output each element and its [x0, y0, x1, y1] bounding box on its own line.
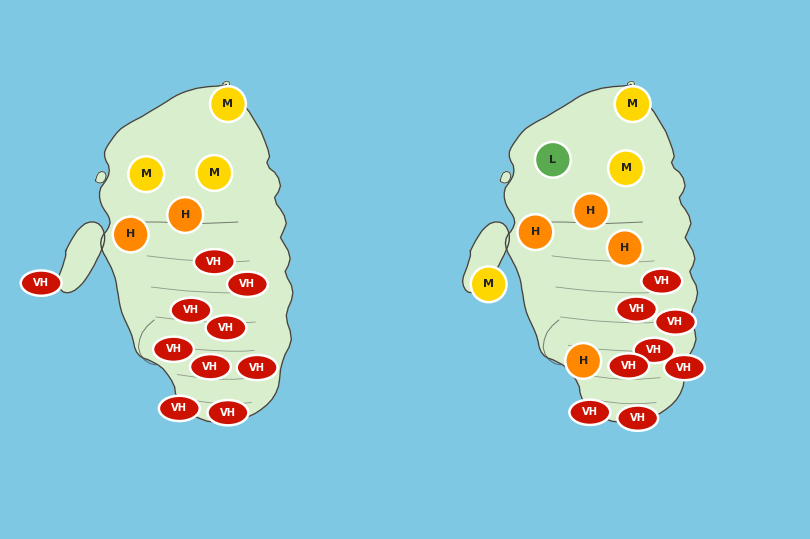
- Circle shape: [167, 197, 203, 233]
- Text: VH: VH: [218, 323, 234, 333]
- Polygon shape: [96, 171, 106, 183]
- Text: VH: VH: [667, 317, 684, 327]
- Text: H: H: [531, 227, 540, 237]
- Circle shape: [113, 217, 148, 252]
- Circle shape: [608, 150, 644, 186]
- Text: VH: VH: [646, 345, 662, 355]
- Polygon shape: [58, 222, 104, 293]
- Text: VH: VH: [240, 279, 255, 289]
- Polygon shape: [501, 171, 511, 183]
- Text: VH: VH: [676, 363, 693, 372]
- Circle shape: [573, 194, 609, 229]
- Polygon shape: [100, 85, 293, 422]
- Ellipse shape: [664, 355, 705, 380]
- Polygon shape: [223, 81, 230, 86]
- Ellipse shape: [206, 315, 246, 341]
- Text: VH: VH: [202, 362, 219, 372]
- Circle shape: [197, 155, 232, 191]
- Text: VH: VH: [33, 278, 49, 288]
- Text: VH: VH: [183, 306, 199, 315]
- Ellipse shape: [153, 337, 194, 362]
- Ellipse shape: [617, 405, 658, 431]
- Ellipse shape: [194, 249, 235, 274]
- Circle shape: [471, 266, 506, 302]
- Ellipse shape: [21, 271, 62, 296]
- Polygon shape: [624, 96, 633, 103]
- Ellipse shape: [569, 399, 610, 425]
- Text: M: M: [141, 169, 151, 179]
- Text: VH: VH: [629, 413, 646, 423]
- Text: H: H: [620, 243, 629, 253]
- Ellipse shape: [633, 338, 675, 363]
- Ellipse shape: [159, 396, 200, 421]
- Circle shape: [210, 86, 246, 122]
- Text: M: M: [209, 168, 220, 178]
- Circle shape: [128, 156, 164, 192]
- Text: VH: VH: [165, 344, 181, 354]
- Text: H: H: [126, 230, 135, 239]
- Circle shape: [607, 230, 643, 266]
- Polygon shape: [628, 81, 634, 86]
- Text: VH: VH: [171, 403, 187, 413]
- Text: M: M: [223, 99, 233, 109]
- Polygon shape: [504, 85, 697, 422]
- Text: M: M: [627, 99, 638, 109]
- Ellipse shape: [642, 268, 682, 294]
- Text: H: H: [586, 206, 595, 216]
- Circle shape: [518, 214, 553, 250]
- Text: VH: VH: [620, 361, 637, 371]
- Text: VH: VH: [220, 407, 236, 418]
- Text: H: H: [181, 210, 190, 220]
- Ellipse shape: [608, 354, 649, 378]
- Circle shape: [565, 343, 601, 379]
- Ellipse shape: [171, 298, 211, 323]
- Text: VH: VH: [207, 257, 222, 267]
- Circle shape: [535, 142, 571, 178]
- Text: VH: VH: [582, 407, 598, 417]
- Polygon shape: [219, 96, 228, 103]
- Text: H: H: [578, 356, 588, 366]
- Ellipse shape: [227, 272, 268, 297]
- Text: M: M: [483, 279, 494, 289]
- Text: VH: VH: [654, 276, 670, 286]
- Ellipse shape: [207, 400, 249, 425]
- Circle shape: [615, 86, 650, 122]
- Text: VH: VH: [249, 363, 265, 372]
- Text: VH: VH: [629, 304, 645, 314]
- Text: M: M: [620, 163, 632, 174]
- Ellipse shape: [237, 355, 278, 380]
- Ellipse shape: [190, 354, 231, 379]
- Ellipse shape: [616, 296, 657, 322]
- Ellipse shape: [655, 309, 696, 335]
- Polygon shape: [463, 222, 509, 293]
- Text: L: L: [549, 155, 556, 165]
